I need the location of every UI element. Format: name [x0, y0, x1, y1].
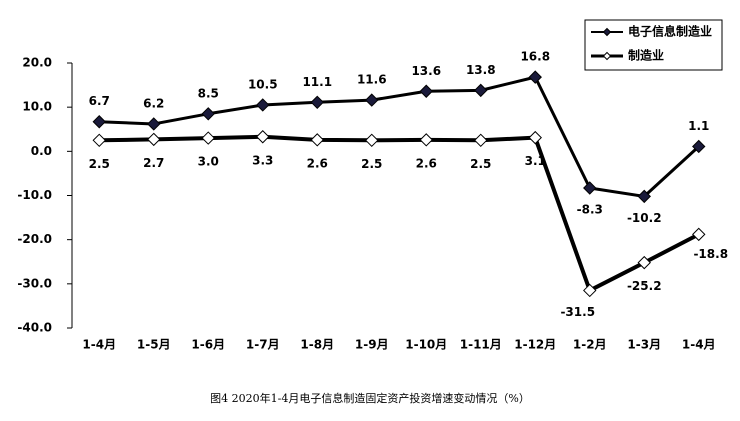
- data-label: 16.8: [520, 50, 550, 64]
- marker: [365, 133, 379, 147]
- data-label: 3.3: [252, 153, 273, 167]
- marker: [419, 84, 433, 98]
- marker: [310, 133, 324, 147]
- data-label: 2.6: [307, 156, 328, 170]
- y-tick-label: -20.0: [17, 232, 52, 246]
- marker: [528, 70, 542, 84]
- data-label: 2.6: [416, 156, 437, 170]
- data-label: -18.8: [693, 247, 728, 261]
- x-tick-label: 1-11月: [460, 338, 502, 352]
- marker: [256, 130, 270, 144]
- y-tick-label: -10.0: [17, 188, 52, 202]
- marker: [365, 93, 379, 107]
- marker: [692, 139, 706, 154]
- data-label: -10.2: [627, 211, 662, 225]
- data-label: 10.5: [248, 77, 278, 91]
- marker: [637, 255, 651, 270]
- legend-label: 制造业: [628, 48, 664, 63]
- x-tick-label: 1-5月: [137, 338, 171, 352]
- legend-marker: [602, 27, 612, 37]
- marker: [201, 131, 215, 145]
- legend-box: [584, 19, 723, 71]
- y-tick-label: -30.0: [17, 276, 52, 290]
- x-tick-label: 1-3月: [627, 338, 661, 352]
- legend-label: 电子信息制造业: [628, 24, 712, 39]
- series-line: [99, 134, 700, 293]
- data-label: -25.2: [627, 279, 662, 293]
- marker: [256, 98, 270, 112]
- x-tick-label: 1-6月: [191, 338, 225, 352]
- y-tick-label: 0.0: [31, 144, 52, 158]
- y-tick-label: 10.0: [22, 100, 52, 114]
- marker: [310, 95, 324, 110]
- y-tick-label: -40.0: [17, 321, 52, 335]
- marker: [147, 117, 161, 131]
- data-label: 2.7: [143, 156, 164, 170]
- data-label: 3.1: [525, 154, 546, 168]
- marker: [692, 227, 706, 242]
- data-label: 8.5: [198, 86, 219, 100]
- data-label: 3.0: [198, 155, 219, 169]
- marker: [474, 83, 488, 98]
- marker: [419, 133, 433, 147]
- marker: [92, 115, 106, 129]
- data-label: 11.6: [357, 73, 387, 87]
- data-label: 2.5: [89, 157, 110, 171]
- series-line: [99, 75, 700, 198]
- x-tick-label: 1-7月: [246, 338, 280, 352]
- x-tick-label: 1-10月: [405, 338, 447, 352]
- data-label: 2.5: [361, 157, 382, 171]
- data-label: -8.3: [577, 202, 603, 216]
- legend-marker: [602, 51, 612, 61]
- data-label: 1.1: [688, 119, 709, 133]
- data-label: -31.5: [560, 305, 595, 319]
- marker: [583, 283, 597, 298]
- data-label: 13.8: [466, 63, 496, 77]
- marker: [92, 133, 106, 147]
- x-tick-label: 1-4月: [682, 338, 716, 352]
- x-tick-label: 1-2月: [573, 338, 607, 352]
- data-label: 13.6: [411, 64, 441, 78]
- data-label: 6.2: [143, 96, 164, 110]
- marker: [201, 107, 215, 121]
- y-tick-label: 20.0: [22, 56, 52, 70]
- x-tick-label: 1-9月: [355, 338, 389, 352]
- marker: [474, 133, 488, 147]
- marker: [147, 132, 161, 147]
- x-tick-label: 1-8月: [300, 338, 334, 352]
- data-label: 2.5: [470, 157, 491, 171]
- marker: [583, 181, 597, 195]
- marker: [528, 130, 542, 145]
- data-label: 11.1: [302, 75, 332, 89]
- x-tick-label: 1-12月: [514, 338, 556, 352]
- x-tick-label: 1-4月: [82, 338, 116, 352]
- data-label: 6.7: [89, 94, 110, 108]
- caption: 图4 2020年1-4月电子信息制造固定资产投资增速变动情况（%）: [210, 391, 530, 405]
- marker: [637, 189, 651, 204]
